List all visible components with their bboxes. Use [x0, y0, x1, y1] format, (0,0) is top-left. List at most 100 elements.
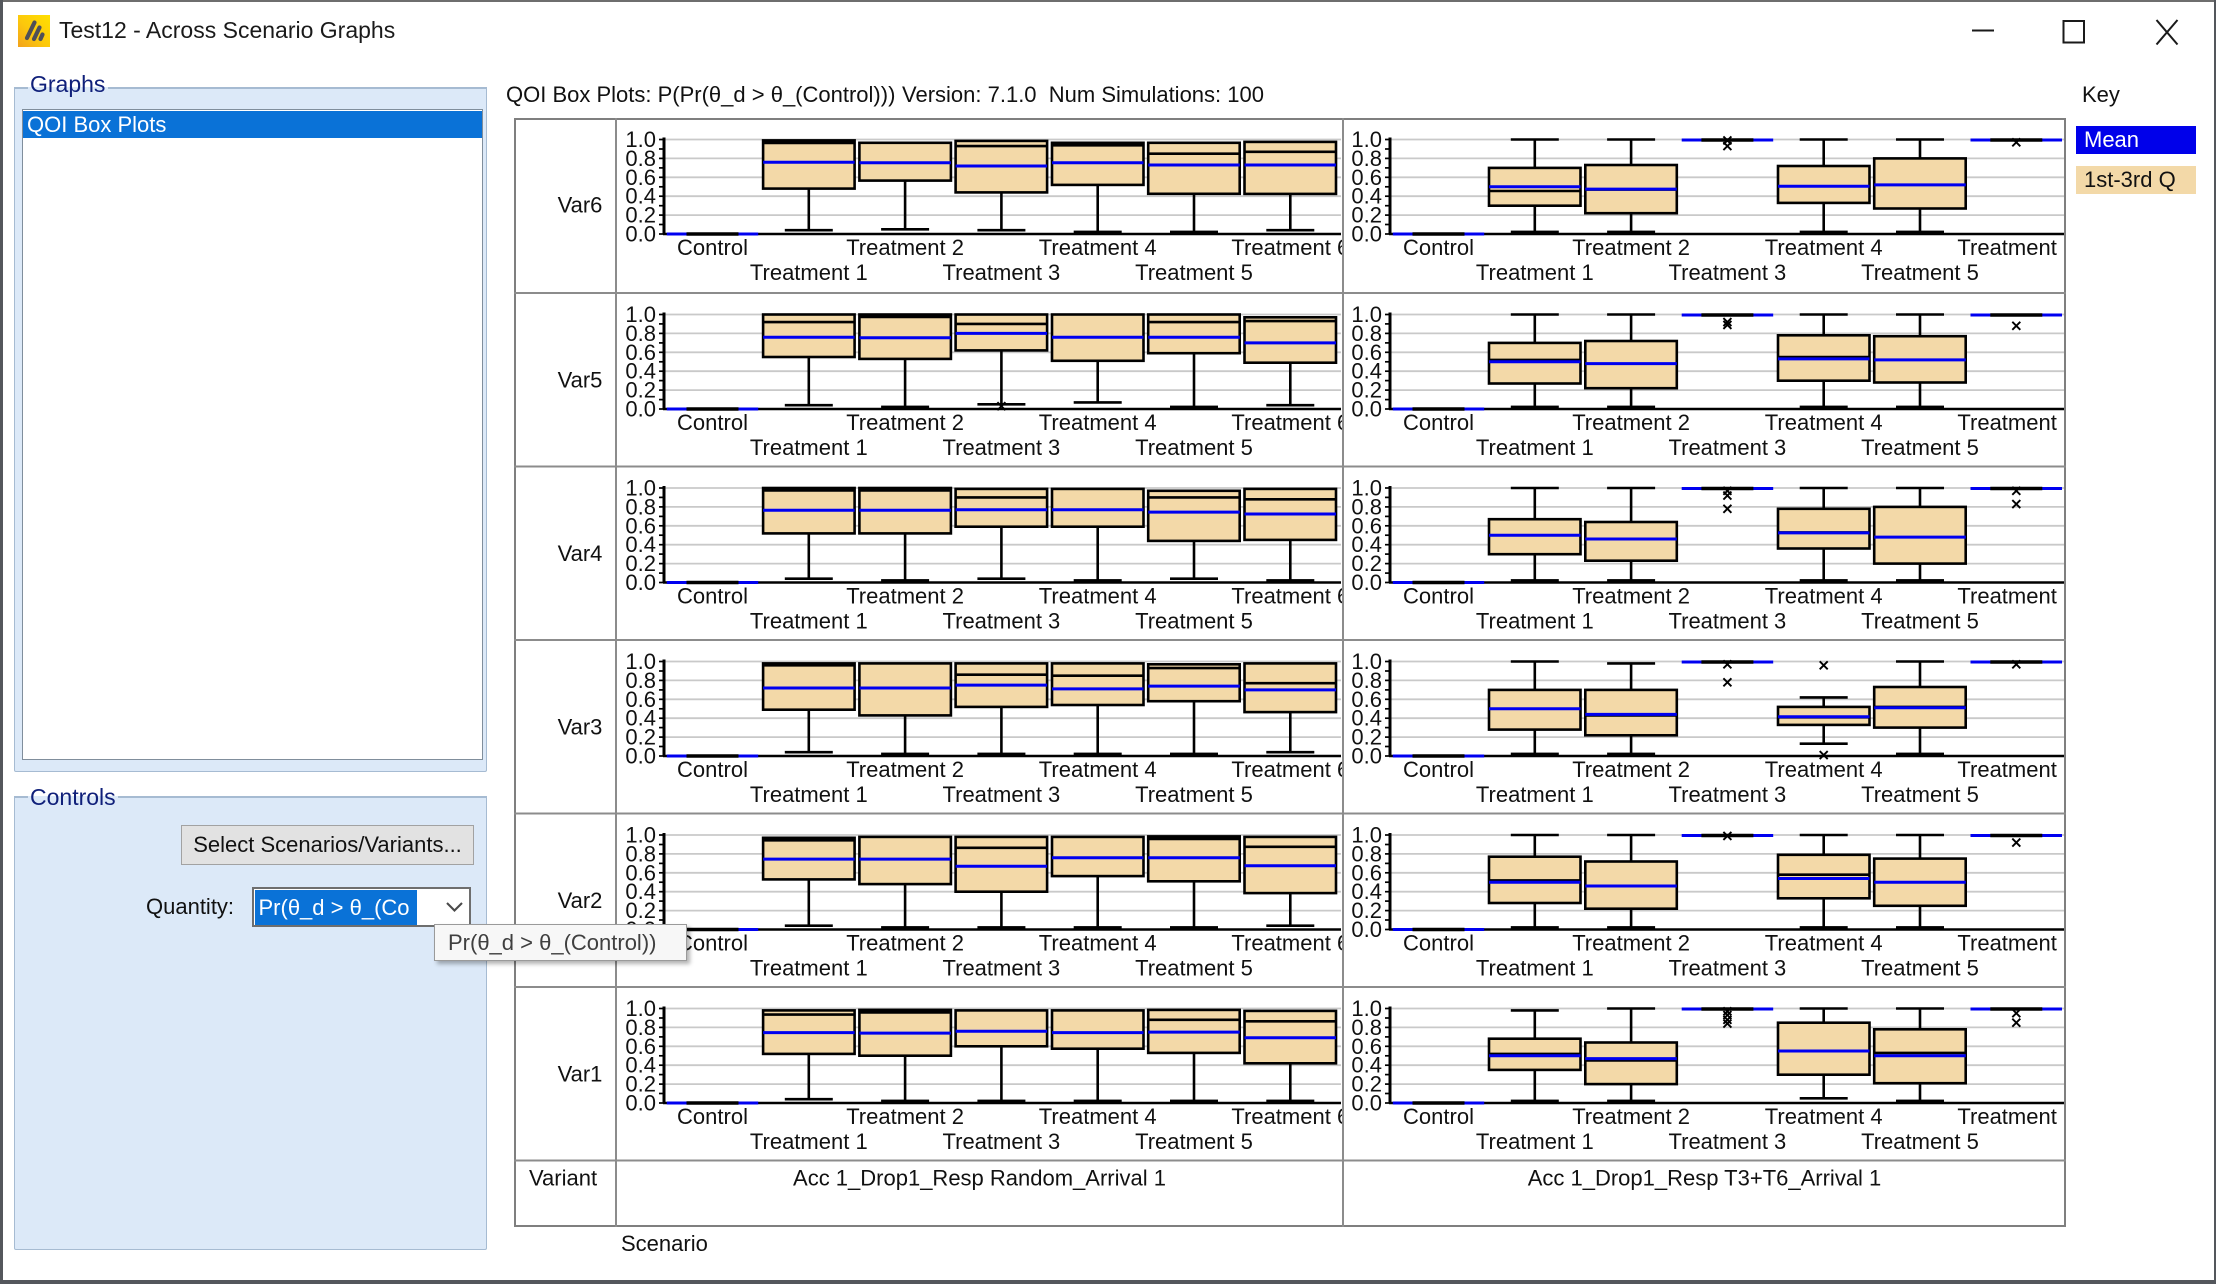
svg-text:Treatment 4: Treatment 4 — [1039, 757, 1157, 782]
svg-text:0.2: 0.2 — [625, 1072, 656, 1097]
svg-text:Control: Control — [677, 584, 748, 609]
svg-text:Treatment 1: Treatment 1 — [750, 1129, 868, 1154]
svg-text:Treatment 5: Treatment 5 — [1861, 782, 1979, 807]
svg-text:Treatment 1: Treatment 1 — [1476, 260, 1594, 285]
svg-text:Treatment 4: Treatment 4 — [1765, 757, 1883, 782]
svg-text:0.0: 0.0 — [1351, 397, 1382, 422]
svg-text:Treatment 2: Treatment 2 — [846, 757, 964, 782]
svg-text:0.2: 0.2 — [1351, 1072, 1382, 1097]
svg-text:0.2: 0.2 — [1351, 898, 1382, 923]
svg-text:Treatment 4: Treatment 4 — [1039, 584, 1157, 609]
svg-text:0.2: 0.2 — [1351, 551, 1382, 576]
svg-text:0.0: 0.0 — [1351, 570, 1382, 595]
svg-text:Treatment 4: Treatment 4 — [1039, 1104, 1157, 1129]
svg-text:Treatment 3: Treatment 3 — [943, 609, 1061, 634]
svg-text:Treatment 3: Treatment 3 — [1669, 435, 1787, 460]
svg-text:Control: Control — [1403, 410, 1474, 435]
svg-text:0.4: 0.4 — [1351, 532, 1382, 557]
svg-text:1.0: 1.0 — [625, 996, 656, 1021]
svg-text:Treatment 4: Treatment 4 — [1765, 1104, 1883, 1129]
svg-text:Acc 1_Drop1_Resp Random_Arriva: Acc 1_Drop1_Resp Random_Arrival 1 — [793, 1166, 1166, 1191]
svg-text:Treatment 6: Treatment 6 — [1957, 757, 2066, 782]
svg-text:1.0: 1.0 — [625, 649, 656, 674]
svg-text:1.0: 1.0 — [1351, 302, 1382, 327]
svg-text:Treatment 4: Treatment 4 — [1765, 584, 1883, 609]
svg-text:0.4: 0.4 — [1351, 359, 1382, 384]
svg-text:Treatment 2: Treatment 2 — [846, 410, 964, 435]
svg-text:Treatment 3: Treatment 3 — [1669, 1129, 1787, 1154]
svg-text:Treatment 5: Treatment 5 — [1135, 1129, 1253, 1154]
svg-text:Control: Control — [1403, 584, 1474, 609]
svg-text:0.2: 0.2 — [625, 378, 656, 403]
svg-text:0.6: 0.6 — [625, 1034, 656, 1059]
svg-text:1.0: 1.0 — [1351, 649, 1382, 674]
svg-text:Treatment 2: Treatment 2 — [1572, 584, 1690, 609]
svg-text:Treatment 5: Treatment 5 — [1861, 260, 1979, 285]
svg-text:Treatment 4: Treatment 4 — [1765, 235, 1883, 260]
svg-text:1.0: 1.0 — [625, 302, 656, 327]
svg-text:Treatment 3: Treatment 3 — [1669, 260, 1787, 285]
svg-text:0.4: 0.4 — [1351, 1053, 1382, 1078]
svg-text:1.0: 1.0 — [1351, 996, 1382, 1021]
svg-text:Treatment 3: Treatment 3 — [1669, 609, 1787, 634]
svg-text:Treatment 6: Treatment 6 — [1231, 235, 1349, 260]
svg-text:Treatment 3: Treatment 3 — [943, 782, 1061, 807]
svg-text:Treatment 4: Treatment 4 — [1765, 410, 1883, 435]
svg-text:0.2: 0.2 — [625, 725, 656, 750]
svg-text:Treatment 5: Treatment 5 — [1861, 1129, 1979, 1154]
svg-text:0.4: 0.4 — [625, 1053, 656, 1078]
svg-text:0.4: 0.4 — [625, 359, 656, 384]
svg-text:Treatment 1: Treatment 1 — [750, 782, 868, 807]
svg-text:Var3: Var3 — [558, 715, 603, 740]
svg-text:Treatment 6: Treatment 6 — [1957, 584, 2066, 609]
svg-text:0.4: 0.4 — [625, 879, 656, 904]
svg-text:Treatment 3: Treatment 3 — [943, 956, 1061, 981]
svg-text:0.2: 0.2 — [625, 898, 656, 923]
svg-text:Treatment 6: Treatment 6 — [1231, 1104, 1349, 1129]
svg-text:Acc 1_Drop1_Resp T3+T6_Arrival: Acc 1_Drop1_Resp T3+T6_Arrival 1 — [1528, 1166, 1882, 1191]
svg-text:Treatment 6: Treatment 6 — [1957, 1104, 2066, 1129]
svg-text:0.0: 0.0 — [625, 570, 656, 595]
svg-text:Treatment 2: Treatment 2 — [846, 235, 964, 260]
svg-text:1.0: 1.0 — [1351, 476, 1382, 501]
svg-text:Treatment 6: Treatment 6 — [1957, 235, 2066, 260]
svg-text:0.6: 0.6 — [1351, 340, 1382, 365]
svg-text:Treatment 5: Treatment 5 — [1861, 609, 1979, 634]
svg-text:Treatment 3: Treatment 3 — [1669, 782, 1787, 807]
svg-text:0.8: 0.8 — [1351, 321, 1382, 346]
svg-text:Treatment 4: Treatment 4 — [1765, 931, 1883, 956]
svg-text:Treatment 5: Treatment 5 — [1135, 956, 1253, 981]
svg-text:Treatment 2: Treatment 2 — [846, 931, 964, 956]
svg-text:1.0: 1.0 — [625, 127, 656, 152]
svg-text:0.6: 0.6 — [1351, 860, 1382, 885]
svg-text:Treatment 4: Treatment 4 — [1039, 410, 1157, 435]
svg-text:0.2: 0.2 — [1351, 725, 1382, 750]
svg-text:Var2: Var2 — [558, 888, 603, 913]
svg-text:0.6: 0.6 — [1351, 687, 1382, 712]
svg-text:0.4: 0.4 — [625, 706, 656, 731]
svg-text:0.0: 0.0 — [1351, 917, 1382, 942]
svg-text:Var5: Var5 — [558, 368, 603, 393]
svg-text:Treatment 5: Treatment 5 — [1861, 435, 1979, 460]
svg-text:Treatment 3: Treatment 3 — [943, 435, 1061, 460]
svg-text:Var1: Var1 — [558, 1062, 603, 1087]
svg-text:Treatment 5: Treatment 5 — [1135, 260, 1253, 285]
svg-text:0.4: 0.4 — [1351, 879, 1382, 904]
svg-text:0.8: 0.8 — [625, 494, 656, 519]
svg-text:0.0: 0.0 — [1351, 222, 1382, 247]
svg-text:Treatment 2: Treatment 2 — [1572, 931, 1690, 956]
svg-text:0.0: 0.0 — [625, 222, 656, 247]
svg-text:Treatment 6: Treatment 6 — [1231, 410, 1349, 435]
svg-text:Control: Control — [1403, 235, 1474, 260]
svg-text:0.2: 0.2 — [625, 551, 656, 576]
svg-text:Treatment 3: Treatment 3 — [1669, 956, 1787, 981]
svg-text:Control: Control — [1403, 1104, 1474, 1129]
svg-text:Treatment 2: Treatment 2 — [846, 584, 964, 609]
svg-text:0.4: 0.4 — [1351, 184, 1382, 209]
svg-text:0.8: 0.8 — [625, 668, 656, 693]
svg-text:0.2: 0.2 — [1351, 378, 1382, 403]
svg-text:Treatment 1: Treatment 1 — [1476, 956, 1594, 981]
svg-text:0.6: 0.6 — [1351, 513, 1382, 538]
svg-text:0.0: 0.0 — [625, 1091, 656, 1116]
svg-text:0.4: 0.4 — [1351, 706, 1382, 731]
